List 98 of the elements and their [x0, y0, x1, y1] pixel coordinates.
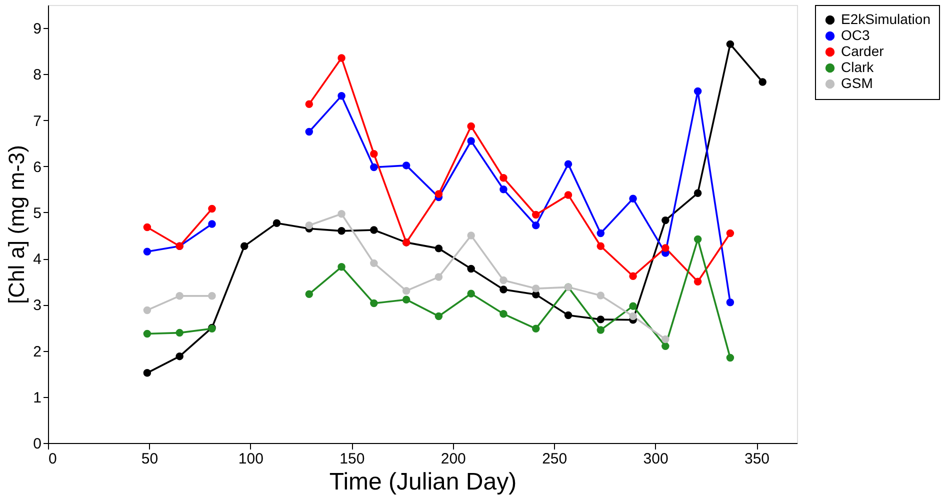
point: [629, 312, 637, 320]
point: [434, 190, 443, 198]
point: [629, 302, 637, 310]
x-tick-label: 50: [141, 450, 158, 468]
point: [338, 54, 346, 62]
point: [500, 286, 508, 294]
point: [694, 235, 702, 244]
point: [305, 100, 314, 108]
point: [467, 264, 475, 273]
point: [402, 296, 410, 304]
x-tick-label: 300: [643, 450, 668, 468]
point: [726, 298, 734, 306]
y-tick-label: 4: [33, 251, 42, 268]
point: [338, 92, 346, 100]
point: [402, 162, 410, 170]
point: [726, 40, 734, 48]
point: [143, 369, 152, 377]
point: [694, 87, 702, 96]
point: [500, 310, 508, 318]
y-tick-label: 9: [33, 20, 42, 38]
point: [694, 278, 702, 286]
y-tick-label: 6: [33, 158, 42, 176]
point: [564, 311, 572, 320]
legend-label: Carder: [841, 43, 884, 59]
x-tick-label: 350: [744, 450, 770, 468]
point: [143, 223, 152, 232]
point: [370, 163, 378, 172]
y-tick-label: 3: [33, 297, 42, 314]
point: [338, 263, 346, 271]
point: [176, 352, 184, 360]
point: [662, 335, 670, 344]
x-tick-label: 0: [48, 450, 57, 468]
point: [305, 222, 314, 230]
point: [176, 292, 184, 300]
point: [208, 220, 216, 228]
point: [467, 290, 475, 298]
point: [662, 342, 670, 350]
point: [402, 286, 410, 295]
legend-label: OC3: [841, 27, 870, 43]
point: [500, 276, 508, 284]
legend-label: Clark: [841, 59, 875, 75]
y-tick-label: 0: [33, 436, 42, 452]
x-axis-title: Time (Julian Day): [329, 468, 517, 496]
point: [726, 229, 734, 238]
point: [629, 272, 637, 280]
x-tick-label: 250: [542, 450, 568, 468]
point: [370, 259, 378, 268]
point: [370, 150, 378, 158]
point: [662, 244, 670, 252]
point: [532, 284, 540, 292]
point: [500, 186, 508, 194]
point: [143, 248, 152, 256]
point: [596, 242, 605, 250]
point: [564, 191, 572, 199]
point: [240, 242, 248, 250]
point: [338, 227, 346, 235]
point: [500, 174, 508, 182]
x-tick-label: 150: [340, 450, 365, 468]
point: [694, 189, 702, 197]
point: [305, 128, 314, 136]
point: [596, 316, 605, 324]
point: [596, 326, 605, 334]
point: [272, 219, 281, 227]
point: [434, 312, 443, 320]
point: [434, 244, 443, 252]
y-tick-label: 5: [33, 204, 42, 222]
point: [596, 229, 605, 238]
x-tick-label: 200: [440, 450, 466, 468]
point: [143, 306, 152, 314]
point: [467, 122, 475, 130]
point: [758, 78, 766, 86]
point: [564, 160, 572, 168]
y-tick-label: 8: [33, 66, 42, 84]
y-axis-title: [Chl a] (mg m-3): [4, 145, 30, 304]
point: [596, 292, 605, 300]
point: [726, 354, 734, 362]
point: [143, 330, 152, 338]
point: [467, 232, 475, 240]
point: [434, 273, 443, 281]
point: [208, 204, 216, 213]
legend-label: E2kSimulation: [841, 11, 930, 27]
point: [532, 222, 540, 230]
y-tick-label: 1: [33, 389, 42, 406]
point: [532, 210, 540, 219]
y-tick-label: 2: [33, 343, 42, 360]
legend-label: GSM: [841, 75, 873, 91]
point: [208, 292, 216, 300]
point: [629, 194, 637, 203]
y-tick-label: 7: [33, 112, 42, 130]
point: [338, 210, 346, 218]
point: [532, 324, 540, 333]
point: [370, 299, 378, 308]
x-tick-label: 100: [238, 450, 264, 468]
point: [662, 216, 670, 224]
point: [370, 226, 378, 234]
point: [467, 137, 475, 145]
point: [176, 328, 184, 337]
point: [305, 290, 314, 298]
